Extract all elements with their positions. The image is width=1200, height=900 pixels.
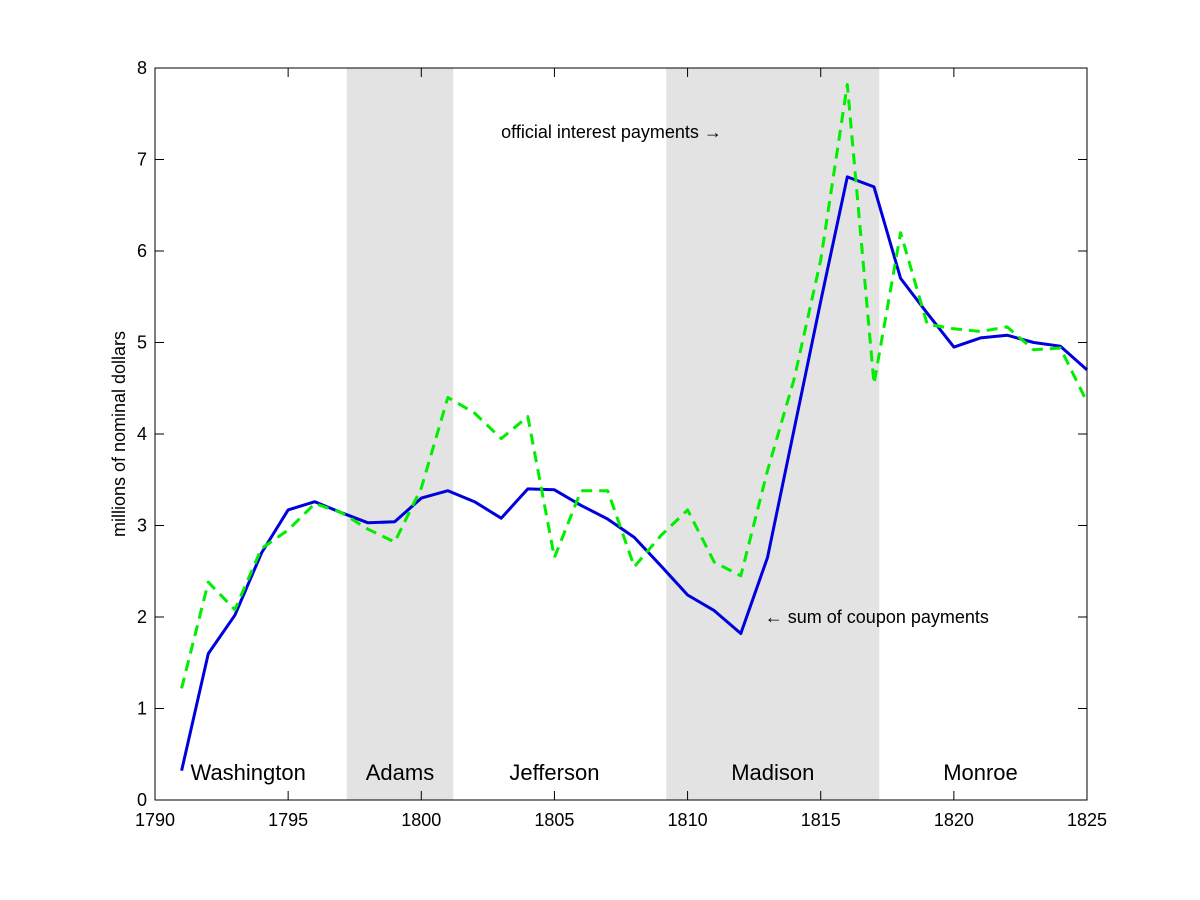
solid-series-line <box>180 175 1088 772</box>
x-tick-label: 1795 <box>268 810 308 830</box>
x-tick-label: 1790 <box>135 810 175 830</box>
period-label-monroe: Monroe <box>943 760 1018 785</box>
y-tick-label: 3 <box>137 516 147 536</box>
x-tick-label: 1805 <box>534 810 574 830</box>
y-tick-label: 7 <box>137 150 147 170</box>
x-tick-label: 1825 <box>1067 810 1107 830</box>
axis-ticks: 1790 1795 1800 1805 1810 1815 1820 1825 0 1 2 3 4 5 6 7… <box>135 58 1107 830</box>
x-tick-label: 1810 <box>668 810 708 830</box>
annotation-1: official interest payments → <box>501 122 722 142</box>
shaded-period-1 <box>346 68 454 800</box>
period-labels: Washington Adams Jefferson Madison Monroe <box>191 760 1018 785</box>
series-lines <box>180 83 1089 772</box>
y-tick-label: 8 <box>137 58 147 78</box>
period-label-madison: Madison <box>731 760 814 785</box>
y-tick-label: 5 <box>137 333 147 353</box>
period-label-adams: Adams <box>366 760 434 785</box>
y-tick-label: 1 <box>137 699 147 719</box>
x-tick-label: 1815 <box>801 810 841 830</box>
y-axis-label: millions of nominal dollars <box>109 331 129 537</box>
annotation-2: ← sum of coupon payments <box>765 607 989 627</box>
x-tick-label: 1800 <box>401 810 441 830</box>
x-tick-label: 1820 <box>934 810 974 830</box>
y-tick-label: 4 <box>137 424 147 444</box>
y-tick-label: 0 <box>137 790 147 810</box>
y-tick-label: 2 <box>137 607 147 627</box>
period-label-washington: Washington <box>191 760 306 785</box>
period-label-jefferson: Jefferson <box>509 760 599 785</box>
annotations: official interest payments → ← sum of cou… <box>501 122 989 627</box>
y-tick-label: 6 <box>137 241 147 261</box>
dashed-series-line <box>180 83 1089 689</box>
plot-frame <box>154 67 1088 801</box>
period-shading <box>346 68 880 800</box>
